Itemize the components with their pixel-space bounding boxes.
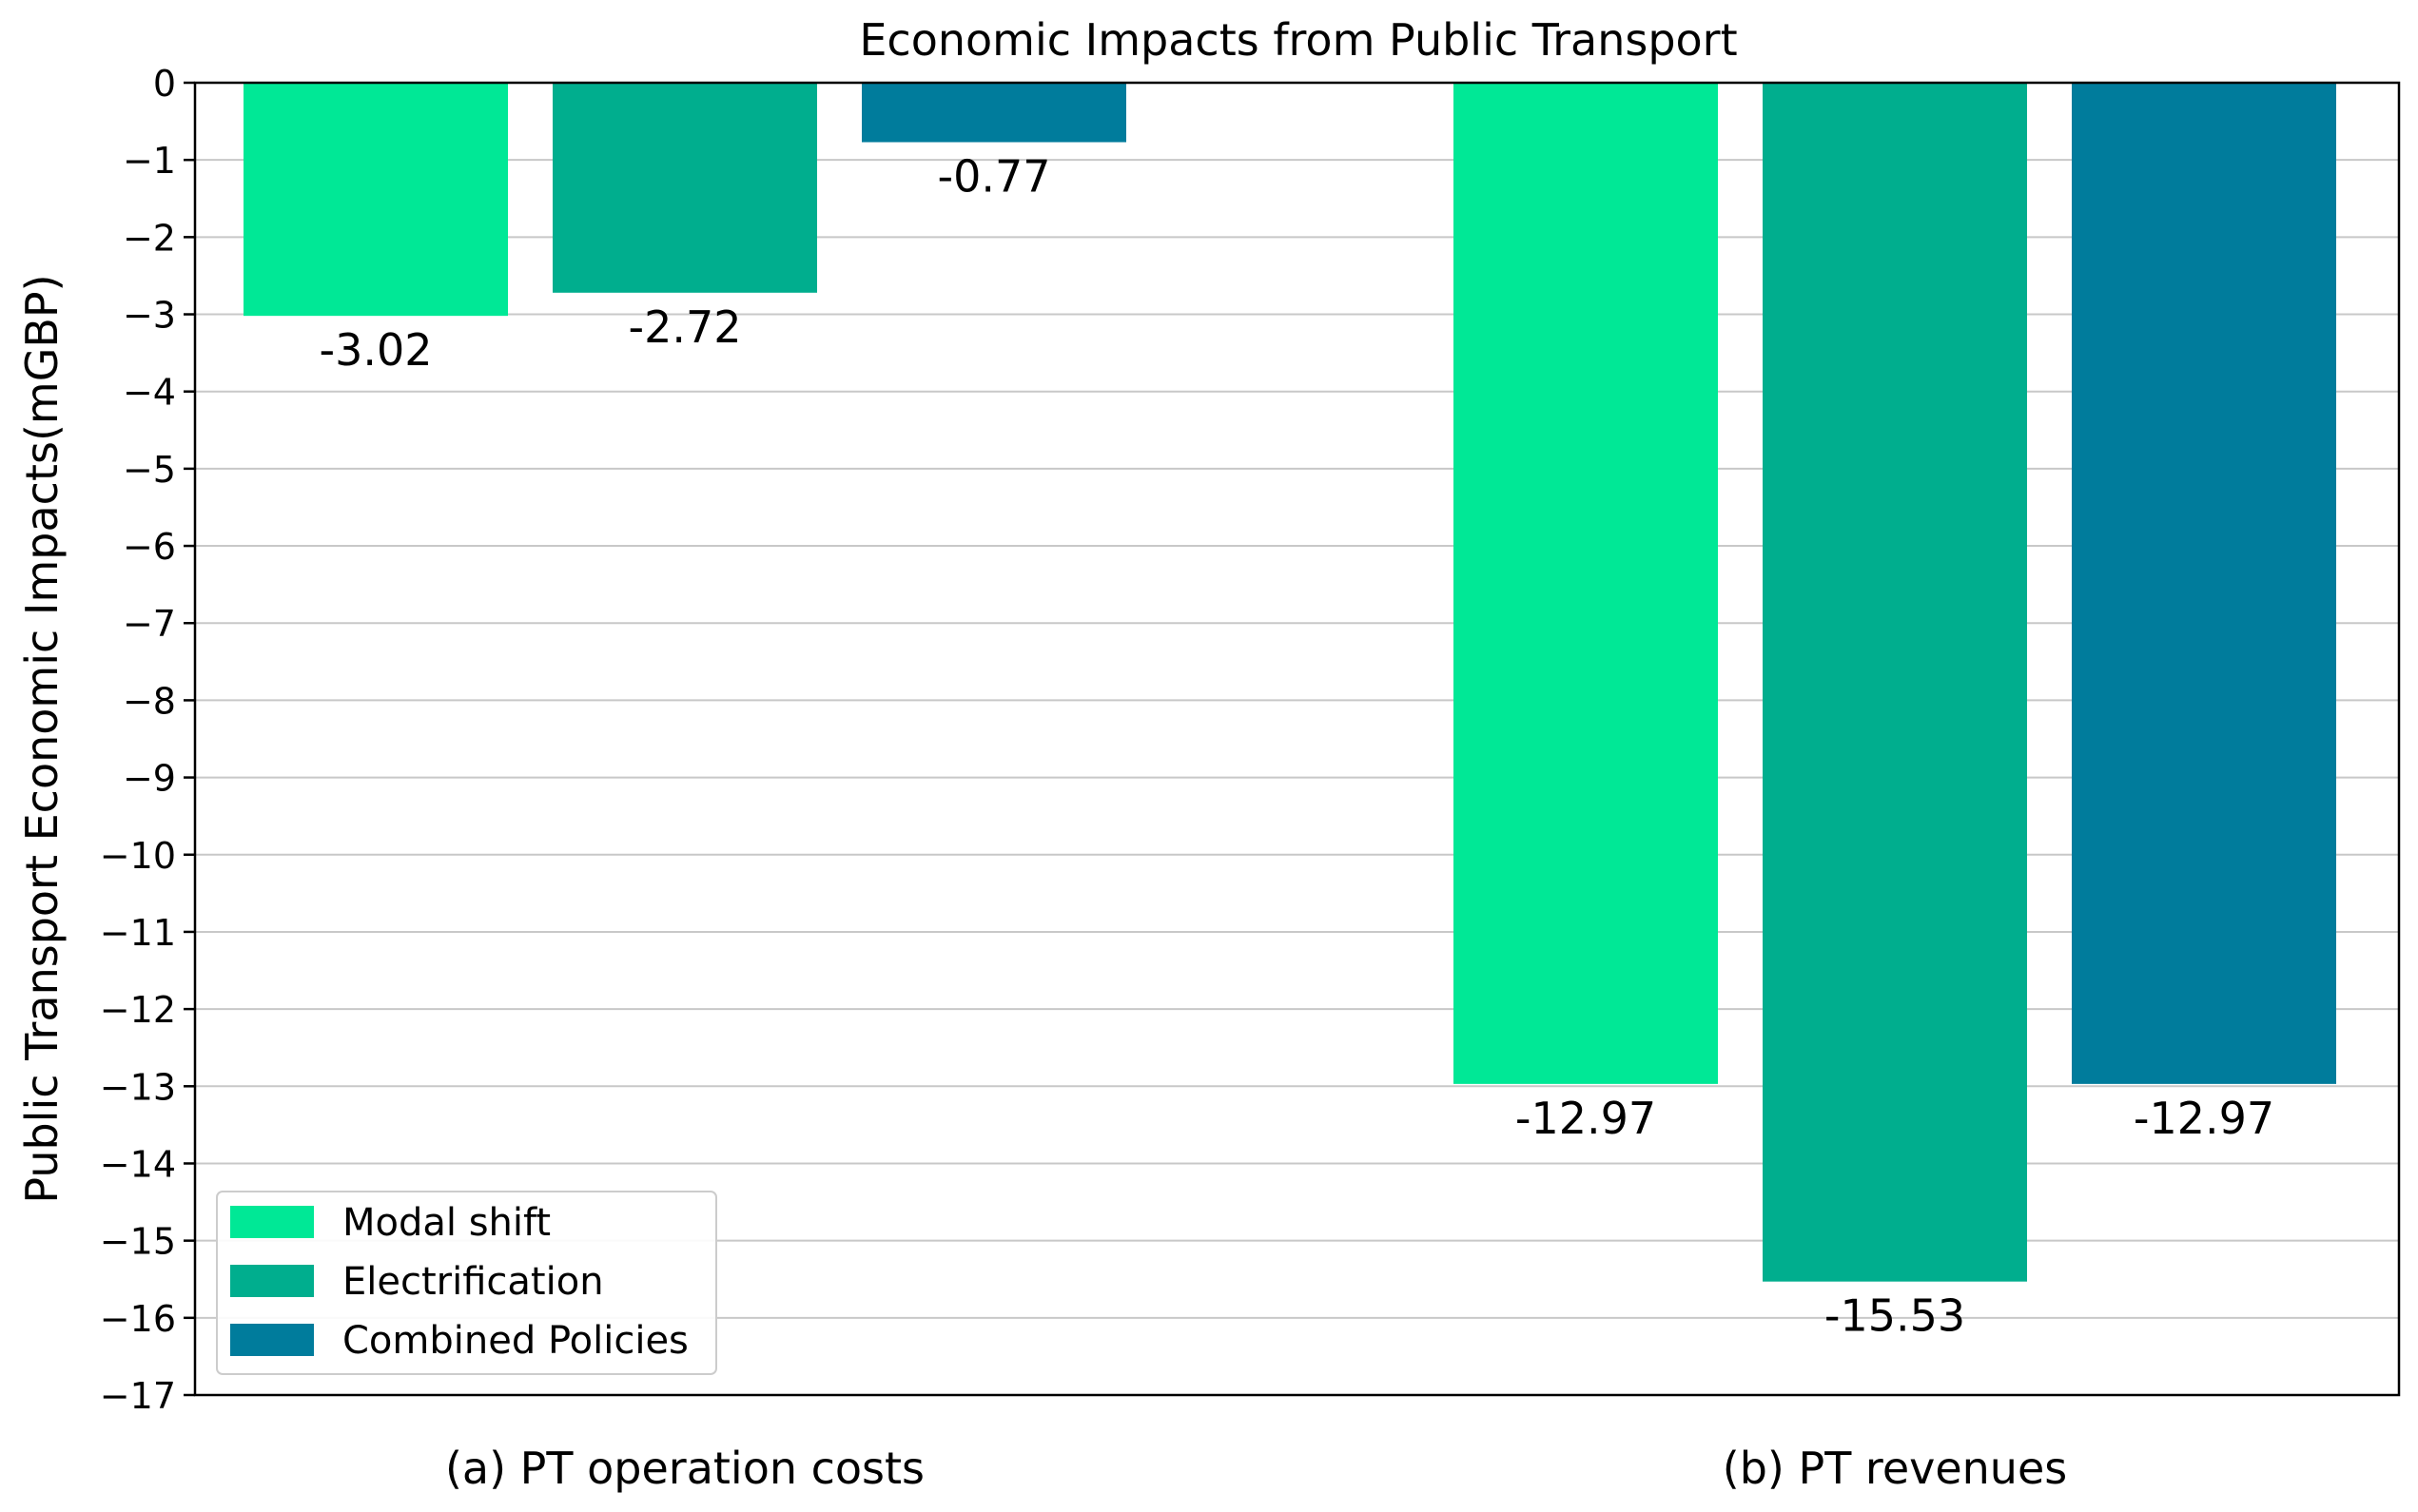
bar — [2072, 83, 2336, 1084]
legend-swatch — [230, 1265, 314, 1297]
y-tick-label: −17 — [100, 1375, 176, 1417]
y-tick-label: −4 — [123, 372, 176, 414]
bar-value-label: -12.97 — [2134, 1093, 2274, 1144]
y-tick-label: −13 — [100, 1066, 176, 1108]
x-axis: (a) PT operation costs (b) PT revenues — [445, 1443, 2067, 1494]
bar-value-label: -12.97 — [1515, 1093, 1656, 1144]
bar — [553, 83, 817, 293]
y-tick-label: −1 — [123, 140, 176, 182]
y-axis: 0 −1 −2 −3 −4 −5 −6 −7 −8 −9 −10 −11 −12 −13 −14 −15 −16… — [100, 63, 195, 1417]
x-category-label: (b) PT revenues — [1723, 1443, 2067, 1494]
bar — [862, 83, 1126, 143]
y-tick-label: −8 — [123, 680, 176, 722]
y-tick-label: 0 — [153, 63, 176, 105]
bar-layer — [244, 83, 2336, 1282]
y-tick-label: −9 — [123, 758, 176, 800]
legend-label: Modal shift — [342, 1201, 551, 1245]
plot-frame — [193, 81, 2401, 1397]
y-tick-label: −7 — [123, 603, 176, 645]
legend-label: Combined Policies — [342, 1319, 689, 1363]
bar-value-label: -3.02 — [319, 324, 432, 376]
y-axis-label: Public Transport Economic Impacts(mGBP) — [16, 274, 68, 1203]
x-category-label: (a) PT operation costs — [445, 1443, 925, 1494]
bar — [1763, 83, 2027, 1282]
y-tick-label: −10 — [100, 835, 176, 877]
y-tick-label: −11 — [100, 912, 176, 954]
legend: Modal shift Electrification Combined Polic… — [216, 1191, 717, 1375]
y-tick-label: −16 — [100, 1298, 176, 1340]
y-tick-label: −15 — [100, 1221, 176, 1263]
legend-label: Electrification — [342, 1260, 604, 1304]
bar-value-labels: -3.02 -2.72 -0.77 -12.97 -15.53 -12.97 — [319, 151, 2274, 1342]
y-tick-label: −3 — [123, 295, 176, 337]
y-tick-label: −6 — [123, 526, 176, 568]
bar — [244, 83, 508, 317]
y-tick-label: −5 — [123, 449, 176, 491]
bar-value-label: -15.53 — [1824, 1290, 1965, 1342]
y-tick-label: −2 — [123, 217, 176, 259]
bar-value-label: -2.72 — [628, 301, 741, 353]
legend-swatch — [230, 1206, 314, 1238]
bar-value-label: -0.77 — [937, 151, 1050, 203]
y-tick-label: −12 — [100, 989, 176, 1031]
bar — [1453, 83, 1718, 1084]
legend-swatch — [230, 1324, 314, 1356]
legend-box — [216, 1191, 717, 1375]
y-tick-label: −14 — [100, 1143, 176, 1185]
chart-title: Economic Impacts from Public Transport — [859, 14, 1737, 66]
